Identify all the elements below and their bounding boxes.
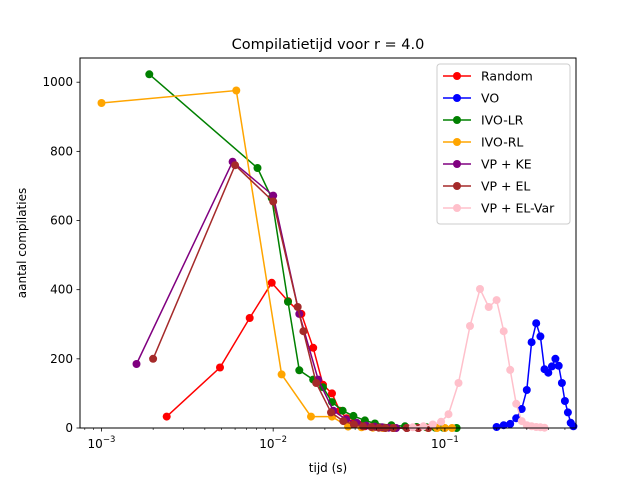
data-point	[132, 360, 141, 368]
data-point	[367, 423, 376, 431]
legend-label: VP + EL-Var	[481, 201, 555, 216]
legend-label: VO	[481, 91, 499, 106]
data-point	[328, 389, 336, 398]
y-tick-label: 1000	[42, 75, 73, 89]
data-point	[307, 412, 315, 421]
legend-entry: IVO-RL	[443, 135, 523, 150]
legend: Random VO IVO-LR IVO-RL VP + KE VP + EL VP + E…	[436, 63, 571, 225]
legend-label: Random	[481, 69, 533, 84]
x-axis-label: tijd (s)	[309, 461, 347, 475]
data-point	[551, 354, 560, 363]
legend-entry: VO	[443, 91, 499, 106]
legend-entry: VP + EL	[443, 179, 530, 194]
data-point	[506, 365, 515, 374]
data-point	[312, 379, 321, 387]
y-tick-label: 200	[50, 352, 73, 366]
data-point	[544, 368, 553, 377]
data-point	[522, 386, 531, 394]
legend-marker	[453, 204, 461, 212]
data-point	[349, 411, 358, 420]
data-point	[517, 405, 526, 413]
legend-marker	[453, 182, 461, 190]
y-axis-label: aantal compilaties	[15, 188, 29, 298]
data-point	[560, 397, 569, 405]
data-point	[557, 379, 566, 387]
legend-label: IVO-LR	[481, 113, 524, 128]
data-point	[295, 366, 304, 375]
legend-label: VP + KE	[481, 157, 532, 172]
data-point	[338, 406, 347, 415]
data-point	[532, 319, 541, 328]
plot-lines	[97, 70, 578, 432]
data-point	[231, 161, 240, 170]
legend-box	[436, 63, 571, 225]
data-point	[162, 412, 171, 421]
legend-marker	[453, 72, 461, 80]
data-point	[309, 343, 318, 352]
data-point	[216, 363, 224, 372]
data-point	[444, 410, 453, 419]
data-point	[536, 332, 545, 341]
legend-entry: VP + KE	[443, 157, 532, 172]
legend-marker	[453, 116, 461, 124]
data-point	[499, 421, 508, 430]
data-point	[284, 297, 292, 306]
y-axis: 0 200 400 600 800 1000	[42, 75, 80, 435]
legend-label: VP + EL	[481, 179, 530, 194]
data-point	[512, 399, 521, 408]
chart-title: Compilatietijd voor r = 4.0	[232, 37, 425, 53]
data-point	[299, 327, 308, 336]
data-point	[492, 423, 501, 431]
y-tick-label: 800	[50, 144, 73, 158]
x-tick-label: 10−2	[259, 435, 287, 451]
legend-entry: Random	[443, 69, 533, 84]
data-point	[419, 422, 428, 431]
x-tick-label: 10−1	[431, 435, 459, 451]
data-point	[466, 322, 474, 330]
y-tick-label: 0	[65, 421, 73, 435]
data-point	[492, 296, 501, 305]
data-point	[97, 99, 106, 107]
y-tick-label: 400	[50, 283, 73, 297]
data-point	[269, 197, 278, 206]
data-point	[149, 354, 158, 363]
data-point	[554, 361, 563, 370]
data-point	[547, 362, 556, 371]
plot-frame	[79, 57, 577, 429]
data-point	[339, 417, 348, 426]
data-point	[527, 338, 536, 347]
data-point	[327, 408, 335, 417]
legend-marker	[453, 138, 461, 146]
data-point	[145, 70, 154, 79]
legend-entry: IVO-LR	[443, 113, 524, 128]
data-point	[506, 419, 515, 428]
legend-marker	[453, 94, 461, 102]
legend-entry: VP + EL-Var	[443, 201, 555, 216]
series-6	[408, 285, 549, 432]
data-point	[454, 379, 463, 387]
data-point	[277, 370, 286, 379]
x-axis: 10−3 10−2 10−1	[84, 428, 566, 451]
data-point	[349, 420, 358, 429]
y-tick-label: 600	[50, 214, 73, 228]
legend-marker	[453, 160, 461, 168]
data-point	[499, 327, 508, 336]
data-point	[563, 408, 572, 417]
data-point	[359, 422, 368, 431]
data-point	[437, 417, 446, 426]
data-point	[408, 423, 417, 432]
data-point	[293, 303, 302, 311]
x-tick-label: 10−3	[88, 435, 116, 451]
data-point	[484, 303, 493, 311]
data-point	[245, 314, 254, 322]
data-point	[232, 86, 241, 95]
data-point	[428, 420, 437, 429]
data-point	[476, 285, 484, 293]
data-point	[267, 278, 276, 287]
data-point	[253, 164, 262, 172]
data-point	[269, 191, 278, 200]
legend-label: IVO-RL	[481, 135, 523, 150]
